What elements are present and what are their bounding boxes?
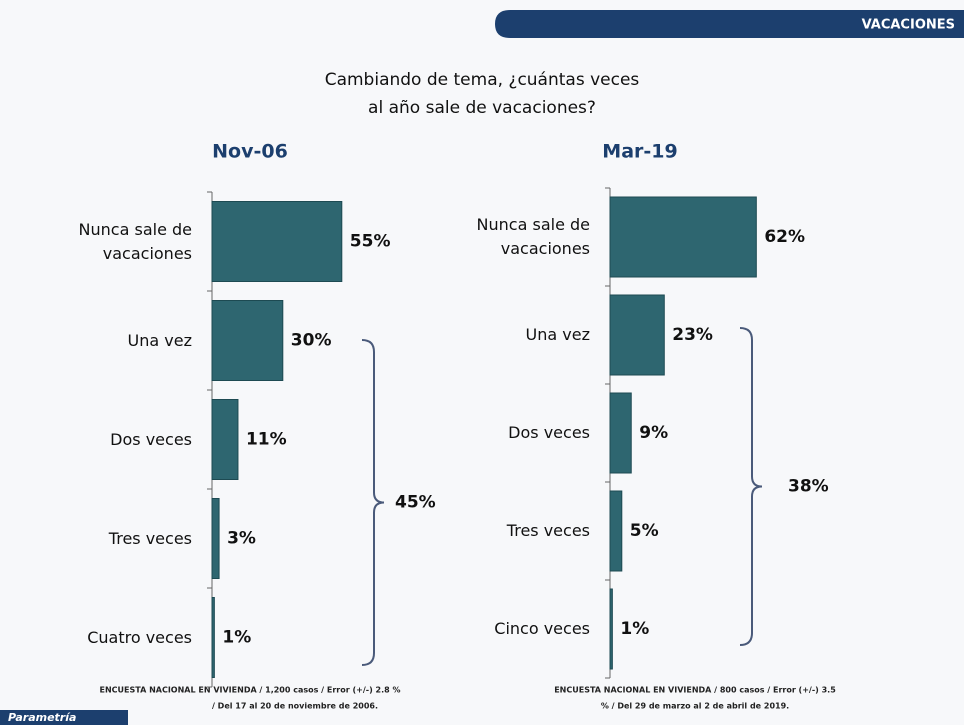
bracket [740,328,762,645]
value-label: 23% [672,325,713,345]
footnote: ENCUESTA NACIONAL EN VIVIENDA / 1,200 ca… [100,686,401,695]
category-label: Tres veces [440,519,590,543]
bar [212,400,238,480]
bar [212,202,342,282]
value-label: 3% [227,529,256,549]
bracket [362,340,384,665]
category-label: Dos veces [42,428,192,452]
footnote: ENCUESTA NACIONAL EN VIVIENDA / 800 caso… [554,686,836,695]
bar [212,499,219,579]
bar [610,491,622,571]
value-label: 11% [246,430,287,450]
category-label: Una vez [440,323,590,347]
bar [610,393,631,473]
value-label: 1% [620,619,649,639]
category-label: Tres veces [42,527,192,551]
footnote: / Del 17 al 20 de noviembre de 2006. [212,702,378,711]
bar [610,589,612,669]
category-label: Cinco veces [440,617,590,641]
chart-title: Mar-19 [602,141,677,163]
question: al año sale de vacaciones? [368,98,596,118]
category-label: Una vez [42,329,192,353]
footnote: % / Del 29 de marzo al 2 de abril de 201… [601,702,789,711]
category-label: Dos veces [440,421,590,445]
question: Cambiando de tema, ¿cuántas veces [325,70,640,90]
category-label: Nunca sale de vacaciones [42,218,192,266]
logo: Parametría [8,711,76,724]
bar [610,197,756,277]
bracket-label: 38% [788,477,829,497]
bar [610,295,664,375]
bar [212,301,283,381]
category-label: Nunca sale de vacaciones [440,213,590,261]
value-label: 1% [222,628,251,648]
bracket-label: 45% [395,493,436,513]
value-label: 30% [291,331,332,351]
value-label: 62% [764,227,805,247]
value-label: 5% [630,521,659,541]
bar [212,598,214,678]
section-title: VACACIONES [862,18,955,33]
category-label: Cuatro veces [42,626,192,650]
value-label: 9% [639,423,668,443]
value-label: 55% [350,232,391,252]
slide: VACACIONES Cambiando de tema, ¿cuántas v… [0,0,964,725]
chart-title: Nov-06 [212,141,288,163]
